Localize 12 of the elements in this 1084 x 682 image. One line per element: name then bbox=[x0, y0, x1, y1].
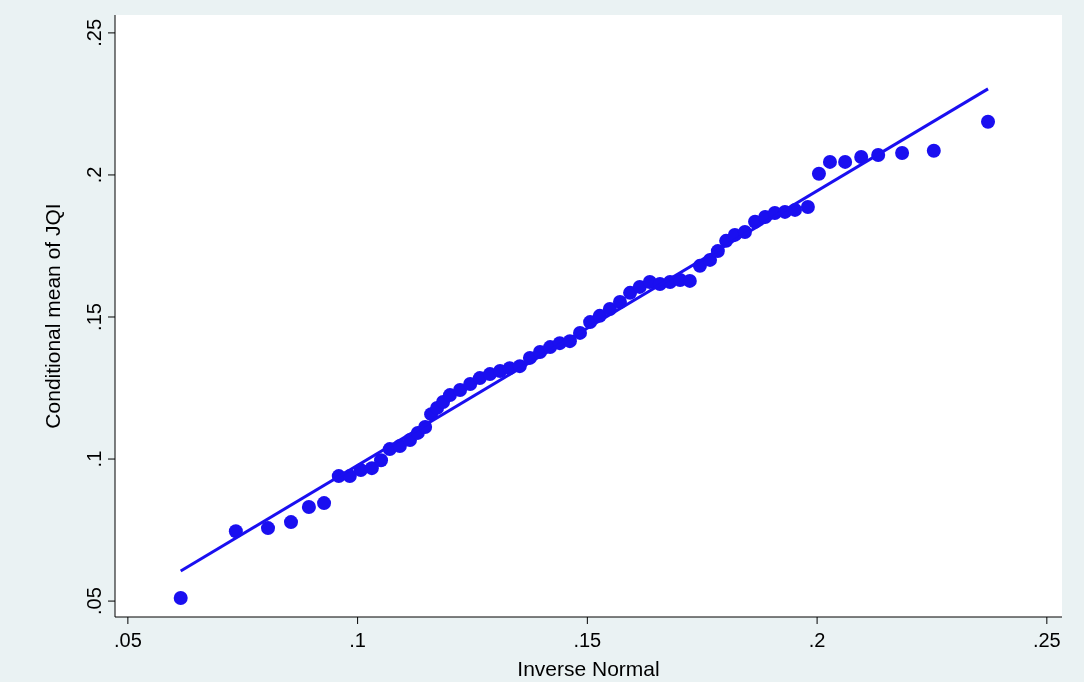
x-tick-label: .2 bbox=[808, 629, 826, 651]
y-tick-label: .25 bbox=[83, 18, 105, 47]
x-tick-label: .05 bbox=[113, 629, 142, 651]
x-tick-label: .25 bbox=[1032, 629, 1061, 651]
x-tick-label: .15 bbox=[573, 629, 602, 651]
x-axis-title: Inverse Normal bbox=[517, 657, 660, 680]
y-tick-label: .2 bbox=[83, 166, 105, 184]
y-axis-title: Conditional mean of JQI bbox=[41, 203, 64, 429]
x-tick-label: .1 bbox=[349, 629, 366, 651]
y-tick-label: .15 bbox=[83, 303, 105, 331]
y-tick-label: .1 bbox=[83, 450, 105, 468]
y-tick-label: .05 bbox=[83, 587, 105, 615]
